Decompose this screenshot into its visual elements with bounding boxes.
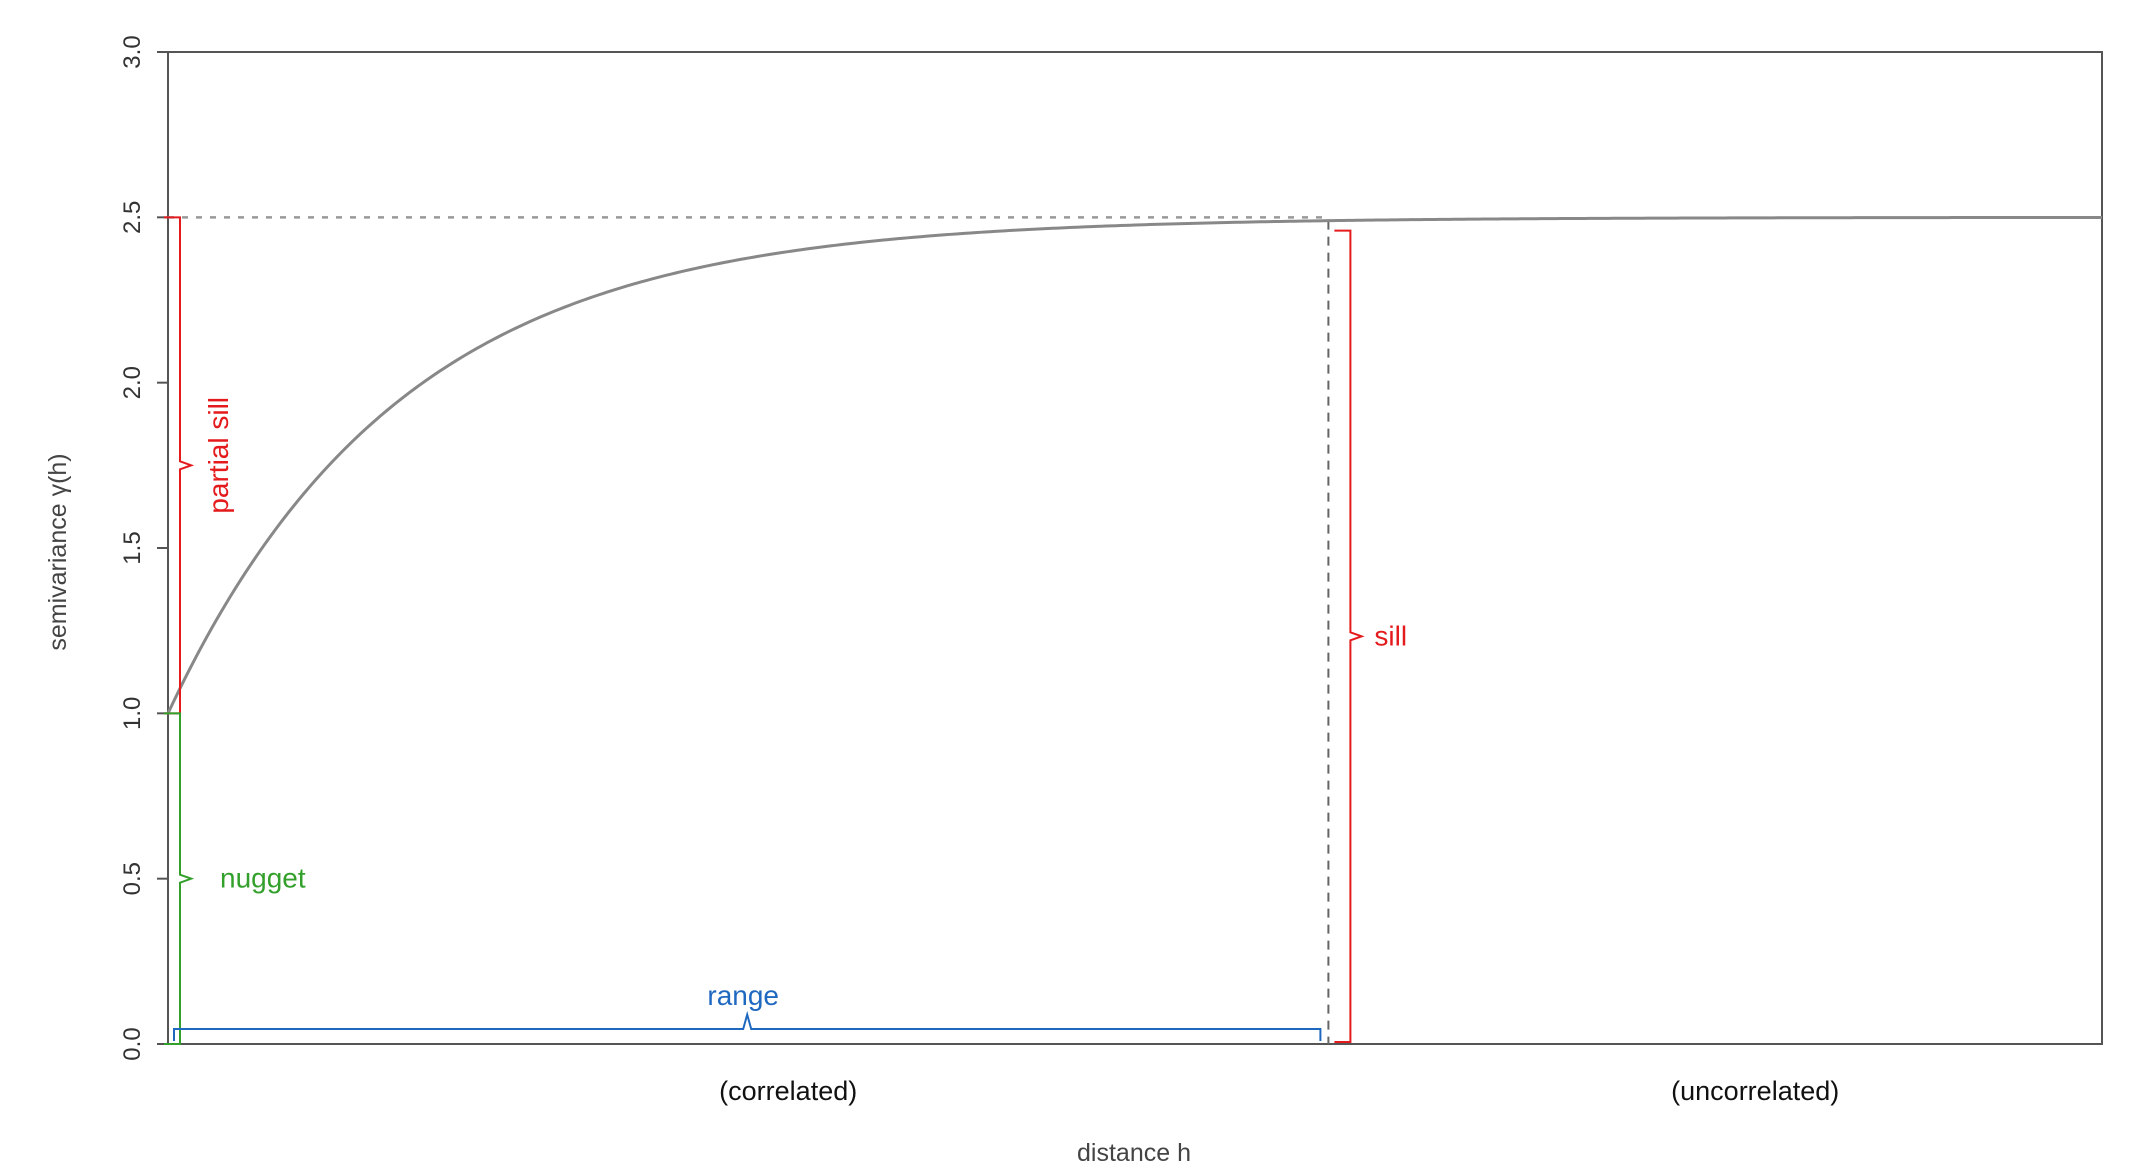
y-tick-label-6: 3.0 xyxy=(119,35,146,68)
x-axis-title: distance h xyxy=(1077,1139,1191,1167)
y-tick-label-1: 0.5 xyxy=(119,862,146,895)
plot-frame xyxy=(167,51,2103,1045)
range-label: range xyxy=(707,980,779,1011)
range-brace xyxy=(173,1010,1322,1041)
region-label-correlated: (correlated) xyxy=(719,1076,857,1106)
y-tick-label-2: 1.0 xyxy=(119,697,146,730)
sill-brace xyxy=(1334,229,1365,1043)
y-tick-label-4: 2.0 xyxy=(119,366,146,399)
nugget-brace xyxy=(164,712,195,1045)
y-tick-label-5: 2.5 xyxy=(119,201,146,234)
labels-layer: (correlated) (uncorrelated) distance h s… xyxy=(44,397,1839,1167)
y-tick-label-3: 1.5 xyxy=(119,531,146,564)
variogram-curve xyxy=(166,215,2103,714)
sill-label: sill xyxy=(1374,620,1407,651)
nugget-label: nugget xyxy=(220,863,306,894)
y-tick-label-0: 0.0 xyxy=(119,1027,146,1060)
y-axis-title: semivariance γ(h) xyxy=(44,453,72,650)
y-axis: 0.0 0.5 1.0 1.5 2.0 2.5 3.0 xyxy=(119,35,169,1061)
series-layer xyxy=(166,215,2103,714)
annotation-braces xyxy=(164,216,1365,1045)
partial-sill-label: partial sill xyxy=(203,397,234,514)
guide-lines xyxy=(168,216,1330,1044)
region-label-uncorrelated: (uncorrelated) xyxy=(1671,1076,1839,1106)
